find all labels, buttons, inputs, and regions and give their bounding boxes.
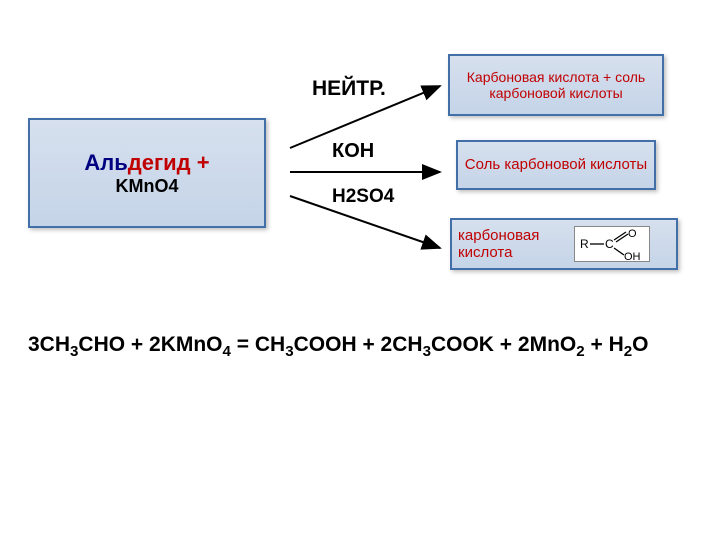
source-title-part2: дегид bbox=[128, 150, 191, 175]
label-koh: КОН bbox=[332, 140, 374, 163]
cooh-structure-icon: R C O OH bbox=[574, 226, 650, 262]
source-box: Альдегид + KMnO4 bbox=[28, 118, 266, 228]
source-title: Альдегид + bbox=[84, 150, 209, 176]
source-title-part1: Аль bbox=[84, 150, 127, 175]
result-koh-box: Соль карбоновой кислоты bbox=[456, 140, 656, 190]
result-h2so4-text: карбоновая кислота bbox=[458, 227, 568, 262]
label-neutral: НЕЙТР. bbox=[312, 78, 392, 100]
source-title-plus: + bbox=[191, 150, 210, 175]
formula-O: O bbox=[628, 228, 637, 240]
formula-R: R bbox=[580, 237, 589, 251]
formula-OH: OH bbox=[624, 251, 641, 261]
label-h2so4: H2SO4 bbox=[332, 186, 394, 208]
source-sub: KMnO4 bbox=[116, 176, 179, 197]
result-koh-text: Соль карбоновой кислоты bbox=[465, 156, 647, 173]
equation: 3CH3CHO + 2KMnO4 = CH3COOH + 2CH3COOK + … bbox=[28, 330, 692, 362]
result-h2so4-box: карбоновая кислота R C O OH bbox=[450, 218, 678, 270]
result-neutral-box: Карбоновая кислота + соль карбоновой кис… bbox=[448, 54, 664, 116]
formula-C: C bbox=[605, 237, 614, 251]
result-neutral-text: Карбоновая кислота + соль карбоновой кис… bbox=[456, 69, 656, 101]
